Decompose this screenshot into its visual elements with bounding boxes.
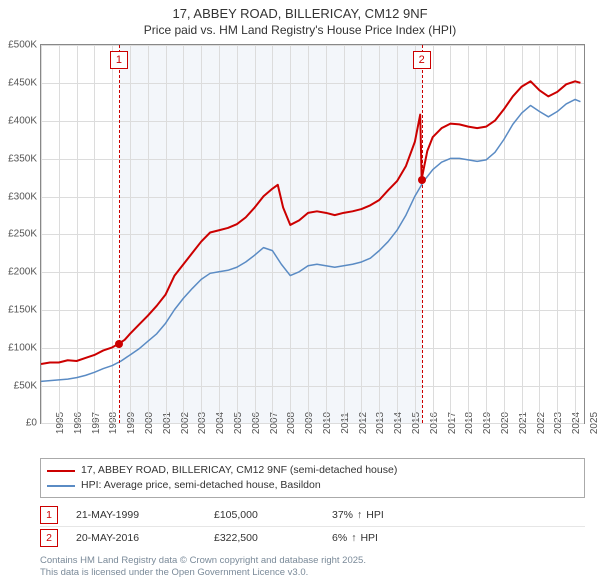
sale-row-date: 20-MAY-2016 xyxy=(76,532,196,544)
x-axis-label: 2025 xyxy=(589,412,600,434)
y-axis-label: £0 xyxy=(0,418,41,429)
series-price_paid xyxy=(41,82,580,365)
y-axis-label: £100K xyxy=(0,342,41,353)
sale-row-price: £322,500 xyxy=(214,532,314,544)
footer-line-1: Contains HM Land Registry data © Crown c… xyxy=(40,555,594,567)
legend-swatch xyxy=(47,470,75,472)
sale-row-marker: 1 xyxy=(40,506,58,524)
y-axis-label: £500K xyxy=(0,40,41,51)
y-axis-label: £300K xyxy=(0,191,41,202)
sale-row-pct-value: 6% xyxy=(332,532,347,544)
sales-table: 1 21-MAY-1999 £105,000 37% ↑ HPI 2 20-MAY-2016 £… xyxy=(40,504,585,549)
y-axis-label: £450K xyxy=(0,78,41,89)
y-axis-label: £400K xyxy=(0,116,41,127)
sale-marker-box: 2 xyxy=(413,51,431,69)
sale-row-marker: 2 xyxy=(40,529,58,547)
title-line-2: Price paid vs. HM Land Registry's House … xyxy=(0,23,600,39)
sale-row: 2 20-MAY-2016 £322,500 6% ↑ HPI xyxy=(40,527,585,549)
y-axis-label: £150K xyxy=(0,305,41,316)
chart-title: 17, ABBEY ROAD, BILLERICAY, CM12 9NF Pri… xyxy=(0,0,600,38)
legend-label: 17, ABBEY ROAD, BILLERICAY, CM12 9NF (se… xyxy=(81,463,397,478)
legend-label: HPI: Average price, semi-detached house,… xyxy=(81,478,321,493)
sale-marker-line xyxy=(119,45,120,423)
sale-row-hpi-delta: 37% ↑ HPI xyxy=(332,509,384,521)
sale-row-pct-label: HPI xyxy=(360,532,378,544)
legend-row: HPI: Average price, semi-detached house,… xyxy=(47,478,578,493)
legend-swatch xyxy=(47,485,75,487)
series-hpi xyxy=(41,100,580,382)
y-axis-label: £200K xyxy=(0,267,41,278)
footer-attribution: Contains HM Land Registry data © Crown c… xyxy=(40,555,594,579)
y-axis-label: £350K xyxy=(0,153,41,164)
sale-row-hpi-delta: 6% ↑ HPI xyxy=(332,532,378,544)
legend: 17, ABBEY ROAD, BILLERICAY, CM12 9NF (se… xyxy=(40,458,585,497)
line-chart: £0£50K£100K£150K£200K£250K£300K£350K£400… xyxy=(40,44,585,424)
y-axis-label: £50K xyxy=(0,380,41,391)
title-line-1: 17, ABBEY ROAD, BILLERICAY, CM12 9NF xyxy=(0,6,600,23)
sale-marker-line xyxy=(422,45,423,423)
sale-row: 1 21-MAY-1999 £105,000 37% ↑ HPI xyxy=(40,504,585,527)
y-axis-label: £250K xyxy=(0,229,41,240)
arrow-up-icon: ↑ xyxy=(351,532,356,544)
sale-row-pct-label: HPI xyxy=(366,509,384,521)
chart-lines xyxy=(41,45,584,423)
sale-row-date: 21-MAY-1999 xyxy=(76,509,196,521)
sale-row-price: £105,000 xyxy=(214,509,314,521)
legend-row: 17, ABBEY ROAD, BILLERICAY, CM12 9NF (se… xyxy=(47,463,578,478)
sale-row-pct-value: 37% xyxy=(332,509,353,521)
sale-marker-dot xyxy=(418,176,426,184)
footer-line-2: This data is licensed under the Open Gov… xyxy=(40,567,594,579)
sale-marker-dot xyxy=(115,340,123,348)
sale-marker-box: 1 xyxy=(110,51,128,69)
arrow-up-icon: ↑ xyxy=(357,509,362,521)
